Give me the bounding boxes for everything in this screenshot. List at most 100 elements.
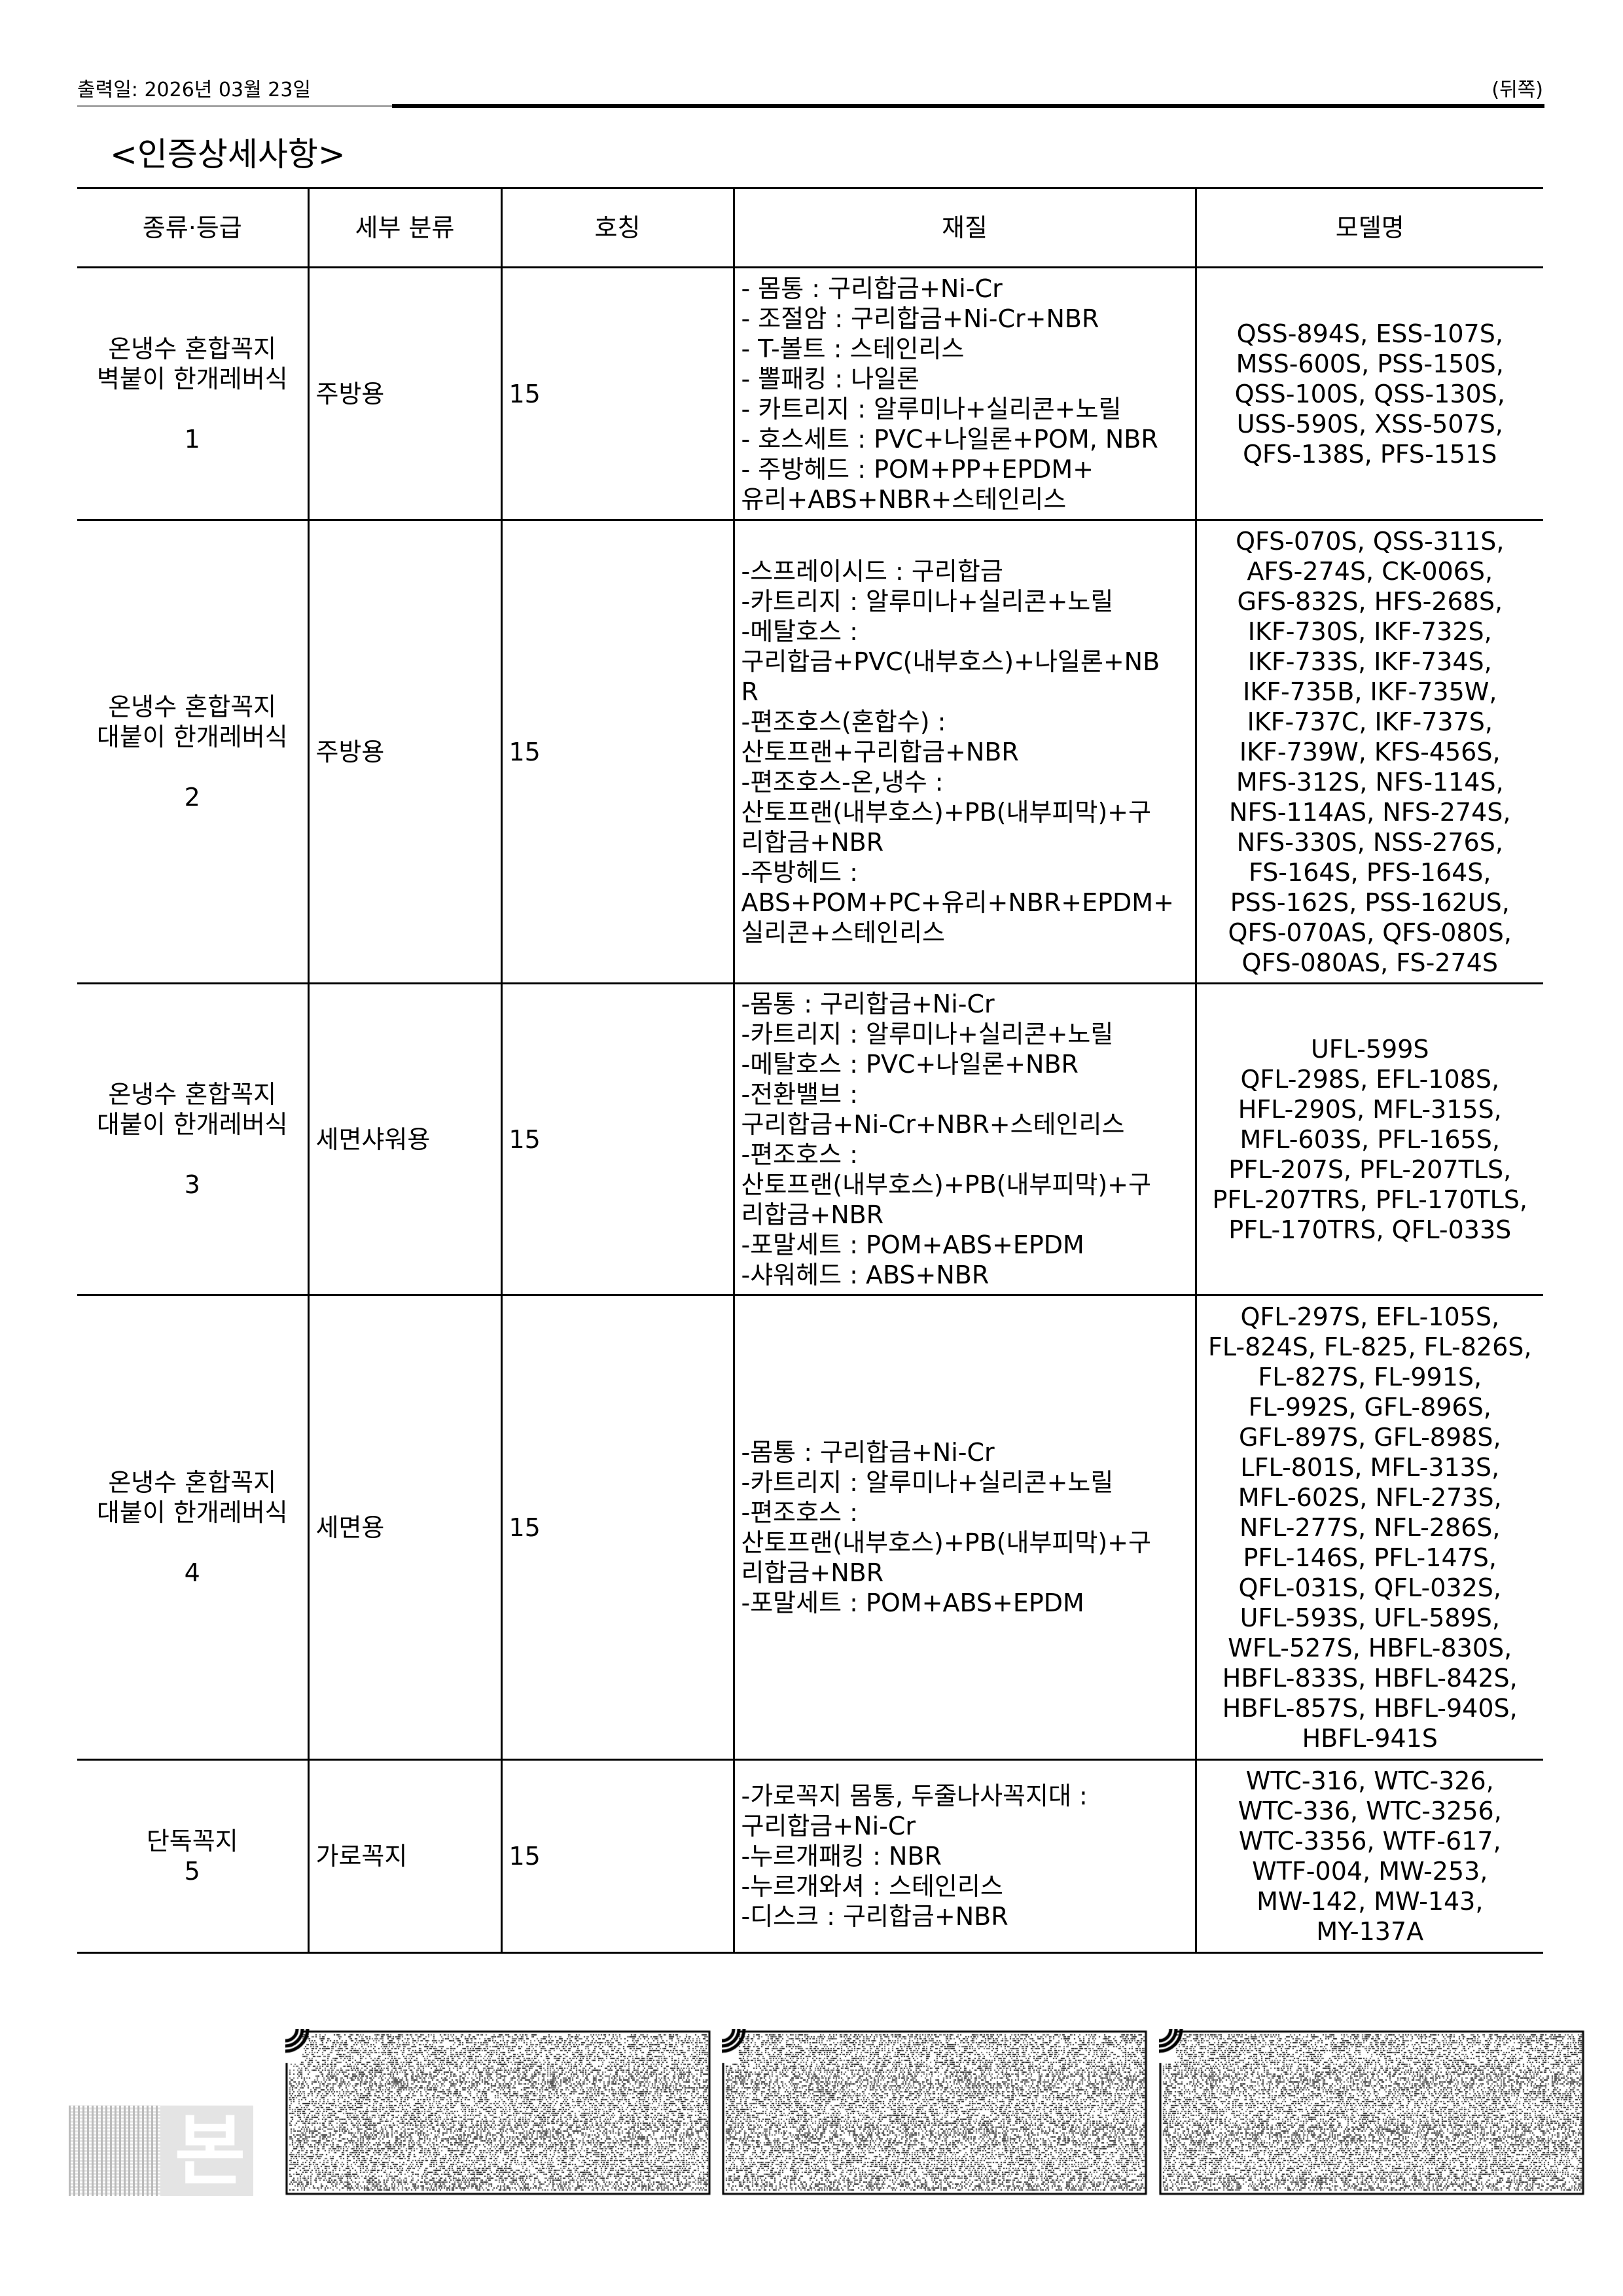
cell-line: QFL-297S, EFL-105S, (1240, 1302, 1500, 1331)
cell-line: 산토프랜(내부호스)+PB(내부피막)+구 (741, 797, 1151, 827)
cell-line: 벽붙이 한개레버식 (96, 364, 288, 393)
cell-line: -편조호스 : (741, 1139, 858, 1169)
cell-line: QFL-031S, QFL-032S, (1238, 1573, 1501, 1602)
cell-line: -스프레이시드 : 구리합금 (741, 556, 1003, 586)
cell-line: WFL-527S, HBFL-830S, (1228, 1633, 1512, 1662)
cell-line: 온냉수 혼합꼭지 (108, 692, 277, 721)
column-header: 종류·등급 (77, 187, 310, 268)
column-header: 모델명 (1194, 187, 1543, 268)
cell-line: GFL-897S, GFL-898S, (1238, 1422, 1501, 1452)
cell-line: 구리합금+PVC(내부호스)+나일론+NB (741, 647, 1160, 676)
nominal-size-cell: 15 (500, 266, 735, 521)
cell-line: -메탈호스 : (741, 617, 858, 646)
model-name-cell: QFS-070S, QSS-311S, AFS-274S, CK-006S, GFS… (1194, 519, 1543, 984)
model-name-cell: QSS-894S, ESS-107S, MSS-600S, PSS-150S, QS… (1194, 266, 1543, 521)
cell-line: 온냉수 혼합꼭지 (108, 1467, 277, 1497)
type-grade-cell: 온냉수 혼합꼭지 대붙이 한개레버식 2 (77, 519, 310, 984)
cell-line: 1 (184, 424, 200, 454)
cell-line: - T-볼트 : 스테인리스 (741, 334, 965, 363)
cell-line: NFL-277S, NFL-286S, (1239, 1513, 1501, 1542)
cell-line: 산토프랜(내부호스)+PB(내부피막)+구 (741, 1170, 1151, 1199)
material-cell: -몸통 : 구리합금+Ni-Cr -카트리지 : 알루미나+실리콘+노릴 -메탈호스… (732, 982, 1197, 1296)
cell-line: -카트리지 : 알루미나+실리콘+노릴 (741, 1019, 1114, 1049)
cell-line: -포말세트 : POM+ABS+EPDM (741, 1230, 1084, 1259)
subcategory-cell: 가로꼭지 (307, 1759, 503, 1954)
cell-line (84, 1528, 301, 1558)
table-row: 온냉수 혼합꼭지 대붙이 한개레버식 4 세면용 15 -몸통 : 구리합금+Ni-Cr… (77, 1294, 1543, 1761)
cell-line: MFL-603S, PFL-165S, (1240, 1124, 1500, 1154)
cell-line: HBFL-941S (1302, 1723, 1438, 1753)
cell-line: 리합금+NBR (741, 1558, 884, 1587)
cell-line (84, 1139, 301, 1170)
column-header: 재질 (732, 187, 1197, 268)
type-grade-cell: 단독꼭지 5 (77, 1759, 310, 1954)
cell-line: IKF-730S, IKF-732S, (1247, 617, 1492, 646)
watermark-pattern (69, 2106, 160, 2196)
cell-line: 대붙이 한개레버식 (96, 1109, 288, 1139)
cell-line (84, 394, 301, 424)
cell-line: 3 (184, 1170, 200, 1199)
cell-line: FL-992S, GFL-896S, (1248, 1392, 1491, 1422)
cell-line: 리합금+NBR (741, 827, 884, 857)
cell-line: -샤워헤드 : ABS+NBR (741, 1260, 990, 1289)
cell-line: PFL-207TRS, PFL-170TLS, (1212, 1185, 1527, 1214)
cell-line: WTC-316, WTC-326, (1245, 1767, 1494, 1795)
cell-line: -전환밸브 : (741, 1079, 858, 1109)
cell-line: -카트리지 : 알루미나+실리콘+노릴 (741, 1467, 1114, 1497)
cell-line: QFS-080AS, FS-274S (1241, 948, 1498, 977)
cell-line: 산토프랜+구리합금+NBR (741, 737, 1019, 766)
2d-barcode-3 (1159, 2029, 1586, 2196)
section-title: <인증상세사항> (110, 135, 346, 173)
cell-line (84, 752, 301, 782)
page-side-label: (뒤쪽) (1491, 79, 1543, 101)
column-header: 세부 분류 (307, 187, 503, 268)
model-name-cell: UFL-599S QFL-298S, EFL-108S, HFL-290S, MFL… (1194, 982, 1543, 1296)
cell-line: PFL-207S, PFL-207TLS, (1228, 1155, 1512, 1184)
model-name-cell: QFL-297S, EFL-105S, FL-824S, FL-825, FL-8… (1194, 1294, 1543, 1761)
cell-line: NFS-330S, NSS-276S, (1236, 827, 1503, 857)
cell-line: 유리+ABS+NBR+스테인리스 (741, 484, 1067, 514)
cell-line: WTC-3356, WTF-617, (1238, 1827, 1501, 1856)
cell-line: IKF-733S, IKF-734S, (1247, 647, 1492, 676)
cell-line: - 호스세트 : PVC+나일론+POM, NBR (741, 424, 1158, 454)
cell-line: 구리합금+Ni-Cr+NBR+스테인리스 (741, 1109, 1125, 1139)
cell-line: IKF-737C, IKF-737S, (1247, 707, 1493, 736)
cell-line: -메탈호스 : PVC+나일론+NBR (741, 1049, 1079, 1079)
watermark-text: 본 (174, 2106, 246, 2196)
cell-line: -편조호스-온,냉수 : (741, 767, 944, 797)
cell-line: HBFL-833S, HBFL-842S, (1222, 1663, 1518, 1693)
nominal-size-cell: 15 (500, 1294, 735, 1761)
material-cell: - 몸통 : 구리합금+Ni-Cr - 조절암 : 구리합금+Ni-Cr+NBR -… (732, 266, 1197, 521)
cell-line: ABS+POM+PC+유리+NBR+EPDM+ (741, 888, 1174, 917)
cell-line: MFL-602S, NFL-273S, (1238, 1482, 1502, 1512)
cell-line: 대붙이 한개레버식 (96, 1498, 288, 1527)
table-row: 온냉수 혼합꼭지 대붙이 한개레버식 3 세면샤워용 15 -몸통 : 구리합금+Ni-… (77, 982, 1543, 1296)
cell-line: -편조호스 : (741, 1498, 858, 1527)
cell-line: IKF-735B, IKF-735W, (1243, 677, 1497, 706)
cell-line: 구리합금+Ni-Cr (741, 1812, 916, 1840)
cell-line: QSS-894S, ESS-107S, (1236, 319, 1503, 348)
cell-line: FL-827S, FL-991S, (1258, 1362, 1482, 1391)
cell-line: 단독꼭지 (146, 1827, 238, 1856)
subcategory-cell: 주방용 (307, 266, 503, 521)
cell-line: -디스크 : 구리합금+NBR (741, 1902, 1008, 1931)
column-header: 호칭 (500, 187, 735, 268)
cell-line: PFL-146S, PFL-147S, (1243, 1543, 1497, 1572)
cell-line: UFL-593S, UFL-589S, (1240, 1603, 1500, 1632)
cell-line: USS-590S, XSS-507S, (1236, 409, 1503, 439)
table-row: 온냉수 혼합꼭지 대붙이 한개레버식 2 주방용 15 -스프레이시드 : 구리합금 -카… (77, 519, 1543, 984)
print-date: 출력일: 2026년 03월 23일 (77, 79, 312, 101)
cell-line: QSS-100S, QSS-130S, (1234, 379, 1505, 408)
cell-line: QFS-070AS, QFS-080S, (1228, 918, 1512, 947)
header-divider-thick (392, 104, 1544, 108)
cell-line: FS-164S, PFS-164S, (1249, 857, 1491, 887)
cell-line: GFS-832S, HFS-268S, (1237, 586, 1503, 616)
cell-line: -가로꼭지 몸통, 두줄나사꼭지대 : (741, 1782, 1088, 1810)
cell-line: 온냉수 혼합꼭지 (108, 1079, 277, 1109)
nominal-size-cell: 15 (500, 519, 735, 984)
subcategory-cell: 주방용 (307, 519, 503, 984)
cell-line: WTC-336, WTC-3256, (1238, 1797, 1502, 1825)
cell-line: QFL-298S, EFL-108S, (1240, 1064, 1500, 1094)
table-header-row: 종류·등급 세부 분류 호칭 재질 모델명 (77, 187, 1543, 268)
cell-line: - 뽈패킹 : 나일론 (741, 364, 920, 393)
